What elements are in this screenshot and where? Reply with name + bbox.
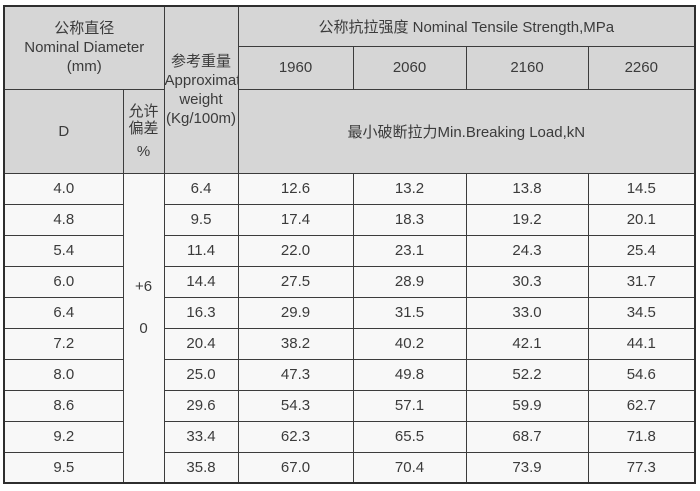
d-value: 8.0 bbox=[3, 358, 124, 391]
load-value: 65.5 bbox=[352, 420, 467, 453]
load-value: 31.5 bbox=[352, 296, 467, 329]
weight-value: 35.8 bbox=[163, 451, 239, 484]
weight-header-cell: 参考重量 Approximate weight (Kg/100m) bbox=[163, 5, 239, 174]
table-row: 9.5 35.8 67.0 70.4 73.9 77.3 bbox=[3, 451, 696, 484]
load-value: 59.9 bbox=[465, 389, 589, 422]
table-row: 6.4 16.3 29.9 31.5 33.0 34.5 bbox=[3, 296, 696, 329]
tolerance-value-cell: +6 0 bbox=[122, 172, 165, 484]
diameter-header-en: Nominal Diameter bbox=[24, 39, 145, 57]
load-value: 18.3 bbox=[352, 203, 467, 236]
d-symbol-cell: D bbox=[3, 88, 124, 174]
weight-value: 29.6 bbox=[163, 389, 239, 422]
d-value: 8.6 bbox=[3, 389, 124, 422]
d-value: 5.4 bbox=[3, 234, 124, 267]
load-value: 40.2 bbox=[352, 327, 467, 360]
load-value: 33.0 bbox=[465, 296, 589, 329]
d-value: 7.2 bbox=[3, 327, 124, 360]
diameter-header-cn: 公称直径 bbox=[54, 20, 115, 38]
weight-value: 6.4 bbox=[163, 172, 239, 205]
tolerance-plus-value: +6 bbox=[134, 277, 153, 295]
table-row: 9.2 33.4 62.3 65.5 68.7 71.8 bbox=[3, 420, 696, 453]
weight-header-cn: 参考重量 bbox=[171, 52, 232, 70]
load-value: 14.5 bbox=[587, 172, 696, 205]
d-value: 4.8 bbox=[3, 203, 124, 236]
load-value: 20.1 bbox=[587, 203, 696, 236]
d-value: 6.0 bbox=[3, 265, 124, 298]
load-value: 34.5 bbox=[587, 296, 696, 329]
diameter-header-unit: (mm) bbox=[66, 58, 102, 76]
tolerance-header-percent: % bbox=[136, 142, 151, 160]
load-value: 25.4 bbox=[587, 234, 696, 267]
tolerance-header-cell: 允许 偏差 % bbox=[122, 88, 165, 174]
grade-1960-cell: 1960 bbox=[237, 45, 354, 90]
load-value: 57.1 bbox=[352, 389, 467, 422]
load-value: 30.3 bbox=[465, 265, 589, 298]
weight-header-en2: weight bbox=[179, 90, 223, 108]
load-value: 49.8 bbox=[352, 358, 467, 391]
tensile-strength-table: 公称直径 Nominal Diameter (mm) 参考重量 Approxim… bbox=[3, 5, 697, 484]
load-value: 67.0 bbox=[237, 451, 354, 484]
load-value: 73.9 bbox=[465, 451, 589, 484]
weight-value: 11.4 bbox=[163, 234, 239, 267]
d-value: 6.4 bbox=[3, 296, 124, 329]
strength-title-cell: 公称抗拉强度 Nominal Tensile Strength,MPa bbox=[237, 5, 696, 47]
load-value: 38.2 bbox=[237, 327, 354, 360]
spec-table-container: 公称直径 Nominal Diameter (mm) 参考重量 Approxim… bbox=[3, 5, 697, 484]
weight-value: 33.4 bbox=[163, 420, 239, 453]
load-value: 62.7 bbox=[587, 389, 696, 422]
load-value: 62.3 bbox=[237, 420, 354, 453]
table-row: 4.0 +6 0 6.4 12.6 13.2 13.8 14.5 bbox=[3, 172, 696, 484]
table-row: 5.4 11.4 22.0 23.1 24.3 25.4 bbox=[3, 234, 696, 267]
load-value: 47.3 bbox=[237, 358, 354, 391]
load-value: 44.1 bbox=[587, 327, 696, 360]
table-row: 6.0 14.4 27.5 28.9 30.3 31.7 bbox=[3, 265, 696, 298]
d-value: 9.2 bbox=[3, 420, 124, 453]
load-value: 12.6 bbox=[237, 172, 354, 205]
load-value: 13.8 bbox=[465, 172, 589, 205]
load-value: 13.2 bbox=[352, 172, 467, 205]
grade-2060-cell: 2060 bbox=[352, 45, 467, 90]
weight-value: 25.0 bbox=[163, 358, 239, 391]
load-value: 28.9 bbox=[352, 265, 467, 298]
weight-header-en1: Approximate bbox=[164, 71, 237, 89]
table-row: 8.6 29.6 54.3 57.1 59.9 62.7 bbox=[3, 389, 696, 422]
table-row: 7.2 20.4 38.2 40.2 42.1 44.1 bbox=[3, 327, 696, 360]
grade-2160-cell: 2160 bbox=[465, 45, 589, 90]
table-row: 8.0 25.0 47.3 49.8 52.2 54.6 bbox=[3, 358, 696, 391]
weight-value: 16.3 bbox=[163, 296, 239, 329]
tolerance-header-line1: 允许 bbox=[128, 102, 159, 120]
tolerance-header-line2: 偏差 bbox=[128, 119, 159, 137]
grade-2260-cell: 2260 bbox=[587, 45, 696, 90]
load-value: 19.2 bbox=[465, 203, 589, 236]
load-value: 23.1 bbox=[352, 234, 467, 267]
load-value: 77.3 bbox=[587, 451, 696, 484]
breaking-load-label-cell: 最小破断拉力Min.Breaking Load,kN bbox=[237, 88, 696, 174]
load-value: 52.2 bbox=[465, 358, 589, 391]
table-row: 4.8 9.5 17.4 18.3 19.2 20.1 bbox=[3, 203, 696, 236]
d-value: 9.5 bbox=[3, 451, 124, 484]
load-value: 17.4 bbox=[237, 203, 354, 236]
load-value: 29.9 bbox=[237, 296, 354, 329]
load-value: 22.0 bbox=[237, 234, 354, 267]
load-value: 27.5 bbox=[237, 265, 354, 298]
load-value: 54.3 bbox=[237, 389, 354, 422]
load-value: 42.1 bbox=[465, 327, 589, 360]
weight-value: 20.4 bbox=[163, 327, 239, 360]
diameter-header-cell: 公称直径 Nominal Diameter (mm) bbox=[3, 5, 165, 90]
load-value: 24.3 bbox=[465, 234, 589, 267]
weight-value: 9.5 bbox=[163, 203, 239, 236]
load-value: 68.7 bbox=[465, 420, 589, 453]
weight-header-unit: (Kg/100m) bbox=[166, 109, 237, 127]
weight-value: 14.4 bbox=[163, 265, 239, 298]
tolerance-zero-value: 0 bbox=[139, 319, 148, 337]
load-value: 54.6 bbox=[587, 358, 696, 391]
load-value: 31.7 bbox=[587, 265, 696, 298]
load-value: 70.4 bbox=[352, 451, 467, 484]
load-value: 71.8 bbox=[587, 420, 696, 453]
d-value: 4.0 bbox=[3, 172, 124, 205]
